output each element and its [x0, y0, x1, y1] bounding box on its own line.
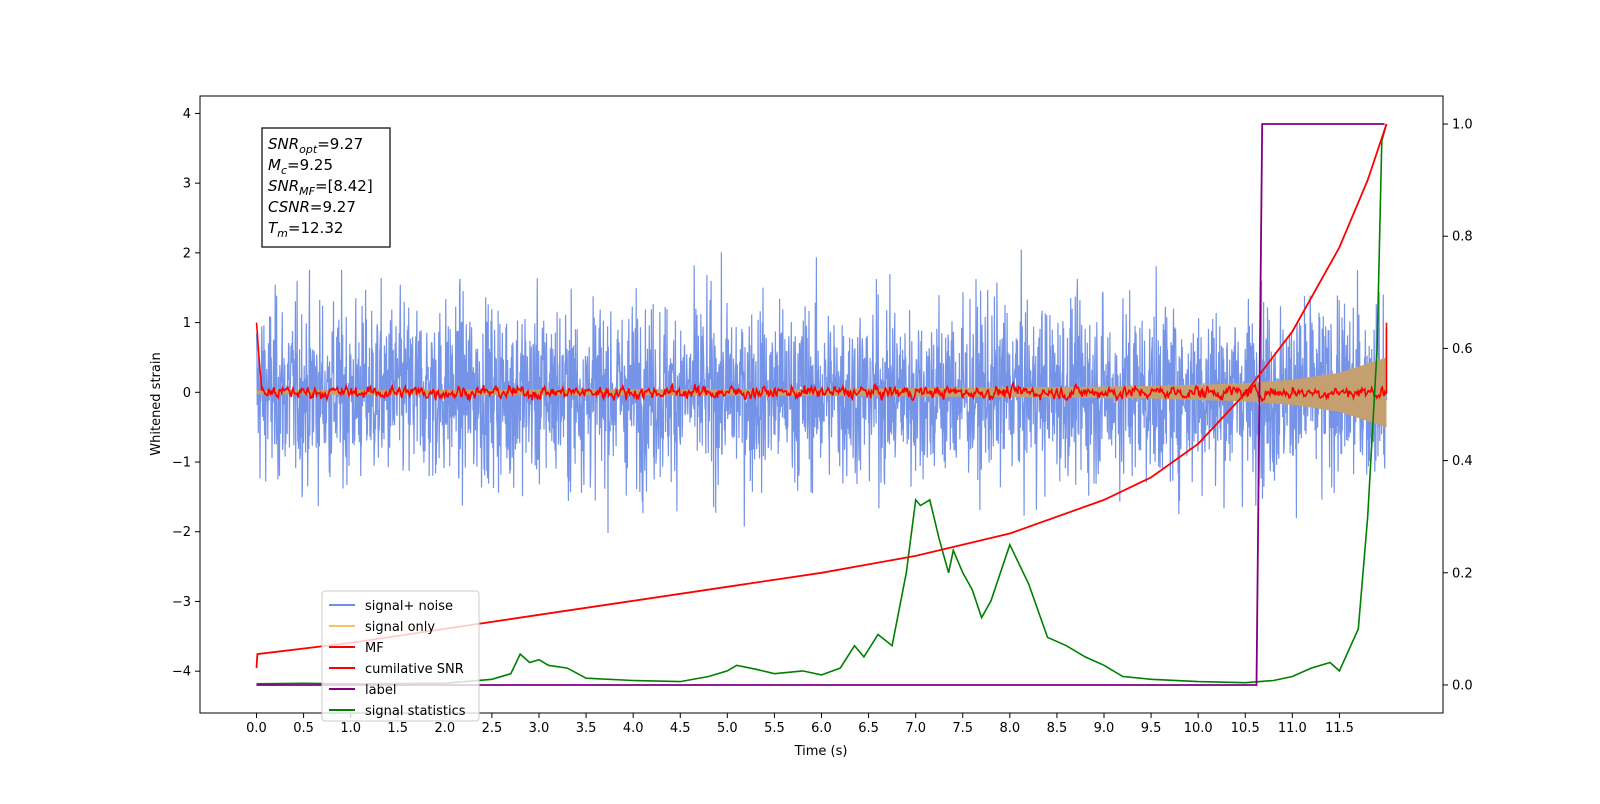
legend-label: MF [365, 641, 384, 656]
series-label [256, 123, 1385, 686]
x-tick-label: 6.5 [858, 721, 879, 736]
series-signal-only [256, 357, 1387, 428]
y-tick-label: 3 [183, 177, 191, 192]
y-tick-label: 2 [183, 246, 191, 261]
y2-tick-label: 1.0 [1452, 118, 1473, 133]
annotation-line: SNRMF=[8.42] [268, 177, 373, 198]
x-tick-label: 8.0 [999, 721, 1020, 736]
annotation-line: Mc=9.25 [268, 156, 333, 177]
axes-layer: 0.0 0.5 1.0 1.5 2.0 2.5 3.0 3.5 4.0 4.5 5.0 5.5 6.0 6… [172, 107, 1473, 736]
x-tick-label: 9.0 [1094, 721, 1115, 736]
annotation-line: SNRopt=9.27 [268, 135, 363, 156]
x-tick-label: 4.5 [670, 721, 691, 736]
x-tick-label: 3.5 [576, 721, 597, 736]
annotation-line: Tm=12.32 [268, 219, 343, 240]
legend: signal+ noise signal only MF cumilative SNR… [321, 590, 480, 722]
annotation-line: CSNR=9.27 [268, 198, 356, 216]
legend-label: signal+ noise [365, 599, 453, 614]
y-tick-label: 4 [183, 107, 191, 122]
y2-tick-label: 0.4 [1452, 454, 1473, 469]
x-tick-label: 10.0 [1184, 721, 1213, 736]
legend-frame [321, 590, 480, 722]
y-tick-label: −3 [172, 595, 191, 610]
x-tick-label: 6.0 [811, 721, 832, 736]
y2-tick-label: 0.2 [1452, 566, 1473, 581]
x-tick-label: 8.5 [1047, 721, 1068, 736]
series-signal-noise [255, 249, 1388, 533]
y-tick-label: −4 [172, 665, 191, 680]
x-tick-label: 11.0 [1278, 721, 1307, 736]
x-tick-label: 4.0 [623, 721, 644, 736]
x-axis-label: Time (s) [794, 744, 848, 759]
x-tick-label: 7.0 [905, 721, 926, 736]
x-tick-label: 0.0 [246, 721, 267, 736]
x-tick-label: 2.5 [482, 721, 503, 736]
x-tick-label: 1.0 [340, 721, 361, 736]
x-tick-label: 7.5 [952, 721, 973, 736]
x-tick-label: 2.0 [434, 721, 455, 736]
y2-tick-label: 0.0 [1452, 678, 1473, 693]
x-tick-label: 5.0 [717, 721, 738, 736]
x-tick-label: 11.5 [1325, 721, 1354, 736]
x-tick-label: 9.5 [1141, 721, 1162, 736]
series-signal-statistics [256, 123, 1388, 685]
annotation-frame [261, 127, 391, 248]
legend-label: signal statistics [365, 704, 466, 719]
y-axis-label: Whitened strain [149, 352, 164, 455]
y-tick-label: −1 [172, 456, 191, 471]
y-tick-label: 1 [183, 316, 191, 331]
y2-tick-label: 0.6 [1452, 342, 1473, 357]
legend-label: signal only [365, 620, 435, 635]
y-tick-label: 0 [183, 386, 191, 401]
legend-label: label [365, 683, 396, 698]
series-mf [255, 322, 1388, 403]
x-tick-label: 1.5 [387, 721, 408, 736]
y2-tick-label: 0.8 [1452, 230, 1473, 245]
x-tick-label: 3.0 [529, 721, 550, 736]
x-tick-label: 5.5 [764, 721, 785, 736]
x-tick-label: 0.5 [293, 721, 314, 736]
y-tick-label: −2 [172, 525, 191, 540]
x-tick-label: 10.5 [1231, 721, 1260, 736]
legend-label: cumilative SNR [365, 662, 464, 677]
